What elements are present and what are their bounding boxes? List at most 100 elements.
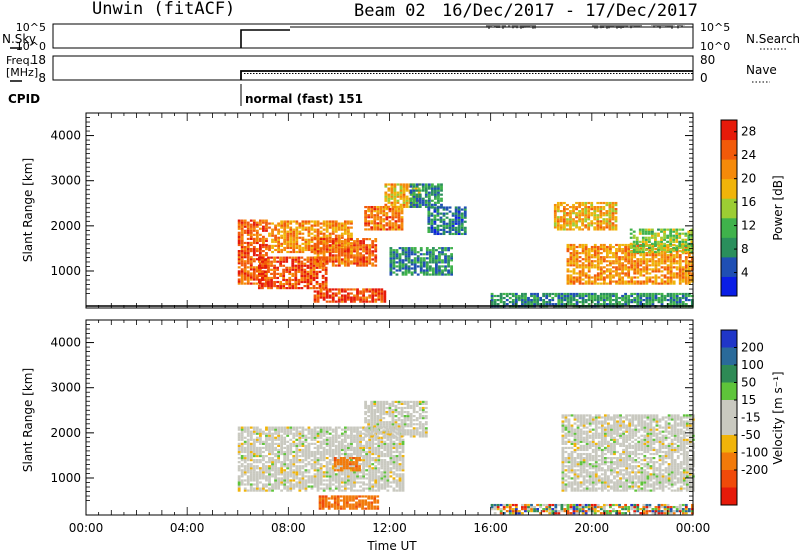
- velocity-cell: [359, 436, 362, 439]
- power-cell: [581, 301, 585, 304]
- power-cell: [539, 298, 543, 302]
- power-cell: [367, 208, 371, 211]
- power-cell: [563, 303, 567, 306]
- power-cell: [524, 301, 527, 304]
- power-cell: [303, 264, 307, 267]
- power-cell: [669, 232, 673, 235]
- power-cell: [294, 272, 298, 275]
- power-cell: [633, 301, 637, 304]
- velocity-cell: [322, 428, 326, 431]
- power-cell: [596, 210, 600, 213]
- velocity-cell: [383, 432, 387, 435]
- power-cell: [356, 260, 359, 263]
- velocity-cell: [262, 469, 265, 472]
- power-cell: [331, 250, 335, 253]
- power-cell: [343, 248, 347, 251]
- power-cell: [310, 238, 314, 241]
- power-cell: [325, 226, 329, 229]
- power-cell: [563, 222, 566, 225]
- power-cell: [374, 300, 378, 303]
- power-cell: [385, 224, 389, 227]
- power-cell: [684, 294, 688, 298]
- power-cell: [252, 241, 256, 245]
- power-cell: [316, 300, 320, 303]
- power-cell: [578, 274, 582, 277]
- velocity-cell: [383, 465, 387, 468]
- velocity-cell: [249, 489, 253, 492]
- power-cell: [611, 208, 615, 211]
- power-cell: [605, 256, 609, 259]
- power-cell: [437, 187, 440, 190]
- power-cell: [246, 229, 250, 232]
- power-colorbar-swatch: [721, 198, 737, 219]
- power-cell: [575, 201, 578, 205]
- power-cell: [322, 250, 326, 253]
- power-cell: [322, 238, 326, 241]
- power-cell: [395, 265, 399, 268]
- power-cell: [397, 208, 401, 211]
- power-x-ticks: [85, 113, 694, 308]
- velocity-cell: [265, 489, 268, 492]
- power-cell: [325, 238, 329, 241]
- power-cell: [434, 191, 437, 194]
- power-cell: [463, 210, 467, 213]
- velocity-cell: [301, 426, 305, 429]
- power-cell: [609, 268, 612, 271]
- power-cell: [421, 185, 425, 188]
- power-cell: [587, 228, 591, 231]
- power-cell: [632, 246, 636, 250]
- velocity-cell: [328, 473, 332, 476]
- velocity-cell: [280, 436, 284, 439]
- power-cell: [286, 246, 290, 250]
- velocity-cell: [262, 465, 265, 468]
- power-cell: [605, 222, 609, 225]
- power-cell: [612, 252, 615, 255]
- power-cell: [262, 262, 265, 265]
- power-cell: [431, 271, 435, 274]
- power-cell: [395, 261, 399, 264]
- velocity-cell: [340, 444, 344, 448]
- power-cell: [283, 238, 287, 241]
- power-cell: [390, 197, 394, 200]
- velocity-cell: [252, 438, 256, 441]
- power-cell: [292, 236, 296, 239]
- power-cell: [425, 267, 429, 270]
- power-cell: [508, 292, 512, 296]
- velocity-cell: [334, 487, 338, 490]
- power-cell: [596, 298, 600, 302]
- power-cell: [340, 254, 344, 257]
- power-cell: [376, 214, 380, 217]
- power-cell: [337, 240, 341, 243]
- power-cell: [614, 216, 618, 219]
- velocity-cell: [277, 454, 281, 458]
- power-cell: [261, 284, 264, 288]
- power-cell: [286, 220, 290, 223]
- velocity-cell: [386, 483, 390, 486]
- velocity-cell: [243, 440, 247, 443]
- power-cell: [635, 242, 639, 245]
- power-cell: [368, 258, 372, 261]
- power-cell: [310, 220, 314, 223]
- power-cell: [524, 298, 527, 302]
- velocity-cell: [316, 456, 320, 460]
- power-cell: [415, 193, 419, 196]
- power-cell: [249, 219, 253, 222]
- power-cell: [270, 264, 273, 267]
- power-cell: [347, 234, 350, 237]
- power-cell: [584, 298, 588, 302]
- power-cell: [401, 247, 405, 250]
- power-cell: [322, 244, 326, 247]
- power-cell: [340, 300, 344, 303]
- power-cell: [556, 224, 560, 227]
- power-cell: [675, 298, 679, 302]
- power-cell: [441, 265, 444, 268]
- power-cell: [397, 214, 401, 217]
- velocity-cell: [262, 442, 265, 445]
- velocity-cell: [295, 471, 299, 474]
- velocity-cell: [262, 456, 265, 460]
- velocity-cell: [313, 434, 317, 437]
- velocity-cell: [371, 440, 375, 443]
- power-cell: [347, 240, 350, 243]
- velocity-cell: [310, 452, 314, 456]
- power-cell: [669, 250, 673, 254]
